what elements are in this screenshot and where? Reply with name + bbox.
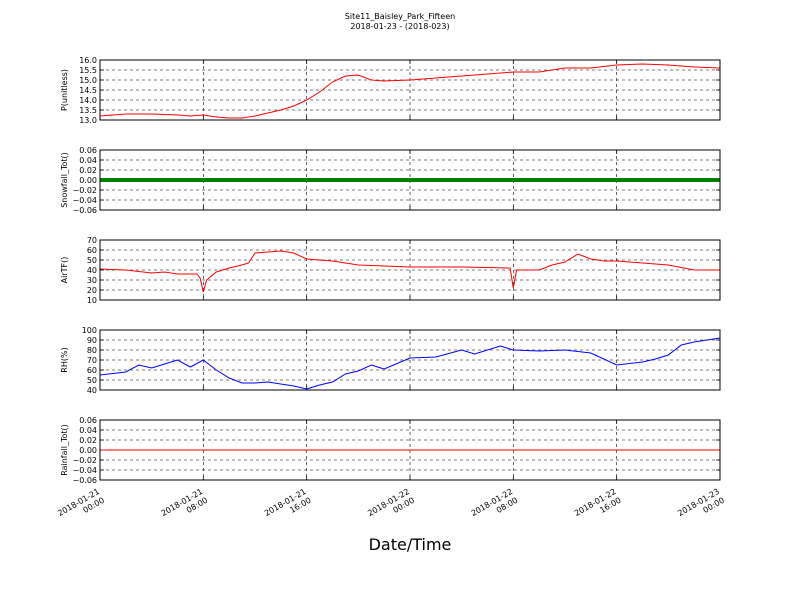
y-tick-label: 40 — [87, 266, 97, 275]
y-tick-label: 0.00 — [79, 176, 97, 185]
panels-group: 13.013.514.014.515.015.516.0 P(unitless) −… — [60, 56, 721, 485]
y-tick-label: 60 — [87, 246, 97, 255]
plot-frame — [99, 149, 721, 211]
y-tick-label: 50 — [87, 256, 97, 265]
y-tick-label: 100 — [82, 326, 97, 335]
y-tick-label: 90 — [87, 336, 97, 345]
y-tick-label: 70 — [87, 356, 97, 365]
y-axis-label: Snowfall_Tot() — [60, 152, 69, 208]
y-tick-label: 10 — [87, 296, 97, 305]
chart-subtitle: 2018-01-23 - (2018-023) — [350, 22, 449, 31]
x-tick-label: 2018-01-2116:00 — [263, 487, 313, 527]
x-tick-label: 2018-01-2300:00 — [676, 487, 726, 527]
y-tick-label: 20 — [87, 286, 97, 295]
y-tick-label: 15.0 — [79, 76, 97, 85]
x-tick-label: 2018-01-2208:00 — [470, 487, 520, 527]
panel-2: −0.06−0.04−0.020.000.020.040.06 Snowfall_… — [60, 146, 721, 215]
plot-frame — [99, 239, 721, 301]
y-tick-label: 40 — [87, 386, 97, 395]
y-tick-label: 50 — [87, 376, 97, 385]
y-tick-label: 80 — [87, 346, 97, 355]
y-tick-label: 0.06 — [79, 416, 97, 425]
y-tick-label: −0.02 — [72, 456, 97, 465]
y-axis-label: AirTF() — [60, 257, 69, 284]
series-line — [99, 63, 721, 119]
y-tick-label: 0.02 — [79, 436, 97, 445]
panel-1: 13.013.514.014.515.015.516.0 P(unitless) — [60, 56, 721, 125]
y-tick-label: 30 — [87, 276, 97, 285]
y-tick-label: 0.04 — [79, 426, 97, 435]
y-tick-label: −0.04 — [72, 196, 97, 205]
y-tick-label: −0.02 — [72, 186, 97, 195]
y-tick-label: 60 — [87, 366, 97, 375]
plot-frame — [99, 329, 721, 391]
x-tick-label: 2018-01-2216:00 — [573, 487, 623, 527]
series-line — [99, 337, 721, 390]
y-tick-label: 0.00 — [79, 446, 97, 455]
chart-title: Site11_Baisley_Park_Fifteen — [345, 12, 455, 21]
x-tick-label: 2018-01-2100:00 — [56, 487, 106, 527]
y-tick-label: 70 — [87, 236, 97, 245]
y-tick-label: 13.5 — [79, 106, 97, 115]
plot-frame — [99, 59, 721, 121]
plot-frame — [99, 419, 721, 481]
x-tick-label: 2018-01-2200:00 — [366, 487, 416, 527]
y-axis-label: Rainfall_Tot() — [60, 424, 69, 476]
y-tick-label: 15.5 — [79, 66, 97, 75]
y-tick-label: 14.5 — [79, 86, 97, 95]
y-tick-label: 0.02 — [79, 166, 97, 175]
y-tick-label: 14.0 — [79, 96, 97, 105]
x-axis-label: Date/Time — [369, 535, 452, 554]
x-tick-label: 2018-01-2108:00 — [160, 487, 210, 527]
y-axis-label: P(unitless) — [60, 69, 69, 111]
y-tick-label: −0.06 — [72, 206, 97, 215]
y-tick-label: −0.04 — [72, 466, 97, 475]
y-axis-label: RH(%) — [60, 347, 69, 372]
y-tick-label: 13.0 — [79, 116, 97, 125]
y-tick-label: 0.06 — [79, 146, 97, 155]
y-tick-label: −0.06 — [72, 476, 97, 485]
panel-5: −0.06−0.04−0.020.000.020.040.06 Rainfall_… — [60, 416, 721, 485]
y-tick-label: 16.0 — [79, 56, 97, 65]
y-tick-label: 0.04 — [79, 156, 97, 165]
series-line — [99, 250, 720, 293]
x-tick-labels: 2018-01-2100:00 2018-01-2108:00 2018-01-21… — [56, 487, 726, 527]
